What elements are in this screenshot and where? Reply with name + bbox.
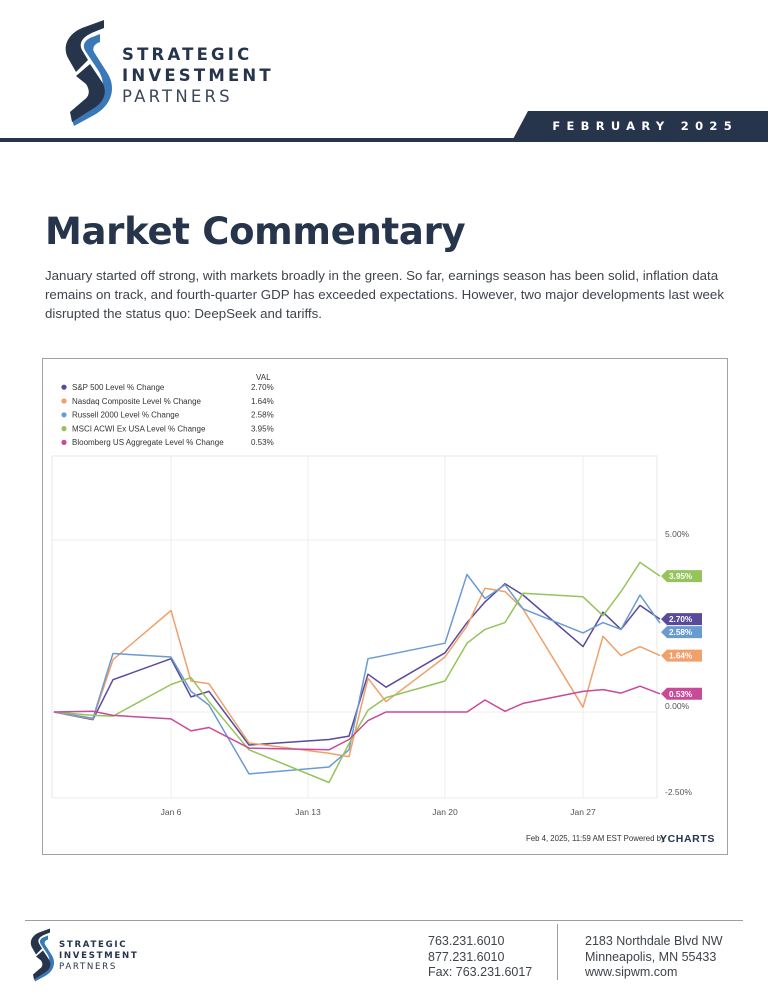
chart-footnote: Feb 4, 2025, 11:59 AM EST Powered by — [526, 834, 665, 843]
x-tick-label: Jan 13 — [295, 807, 321, 817]
header-rule — [0, 138, 768, 142]
legend-entry-name: MSCI ACWI Ex USA Level % Change — [72, 424, 206, 433]
legend-entry-value: 0.53% — [251, 438, 274, 447]
footer-s-mark-icon — [30, 928, 54, 982]
footer-brand-line-2: INVESTMENT — [59, 951, 139, 961]
market-chart-svg: Jan 6 Jan 13 Jan 20 Jan 27 5.00% 0.00% -2.50% 3… — [51, 373, 715, 845]
footer-brand-line-1: STRATEGIC — [59, 940, 128, 950]
legend-entry-name: S&P 500 Level % Change — [72, 383, 165, 392]
footer-phone-main: 763.231.6010 — [428, 934, 505, 948]
footer-logo: STRATEGIC INVESTMENT PARTNERS — [28, 927, 148, 983]
legend-swatch — [61, 384, 67, 390]
legend-header: VAL — [256, 373, 271, 382]
series-end-tag — [661, 649, 702, 662]
footer-phone-tollfree: 877.231.6010 — [428, 949, 505, 964]
page-title: Market Commentary — [45, 210, 466, 253]
legend-entry-value: 1.64% — [251, 397, 274, 406]
series-end-value: 1.64% — [669, 652, 693, 661]
series-end-tag — [661, 613, 702, 626]
footer-address: 2183 Northdale Blvd NW Minneapolis, MN 5… — [585, 934, 723, 981]
brand-name-line-2: INVESTMENT — [122, 66, 274, 85]
series-line — [53, 561, 661, 784]
legend-swatch — [61, 426, 67, 432]
series-end-tag — [661, 626, 702, 639]
footer-rule — [25, 920, 743, 921]
series-end-value: 0.53% — [669, 690, 693, 699]
legend-entry-name: Nasdaq Composite Level % Change — [72, 397, 202, 406]
series-end-tag — [661, 570, 702, 583]
legend-swatch — [61, 398, 67, 404]
series-end-value: 2.70% — [669, 615, 693, 624]
plot-area — [51, 455, 658, 799]
chart-source-logo: YCHARTS — [660, 833, 715, 845]
market-chart: Jan 6 Jan 13 Jan 20 Jan 27 5.00% 0.00% -2.50% 3… — [42, 358, 728, 855]
series-line — [53, 685, 661, 751]
series-line — [53, 587, 661, 758]
series-line — [53, 573, 661, 775]
brand-name-line-3: PARTNERS — [122, 87, 233, 106]
brand-logo: STRATEGIC INVESTMENT PARTNERS — [60, 18, 280, 128]
x-tick-label: Jan 6 — [161, 807, 182, 817]
brand-s-mark-icon — [65, 20, 112, 126]
header-date-tab — [512, 111, 768, 141]
legend-entry-value: 3.95% — [251, 424, 274, 433]
footer-website-link[interactable]: www.sipwm.com — [585, 965, 678, 979]
legend-entry-value: 2.58% — [251, 411, 274, 420]
y-tick-label: -2.50% — [665, 787, 692, 797]
brand-name-line-1: STRATEGIC — [122, 45, 253, 64]
footer-brand-line-3: PARTNERS — [59, 962, 117, 972]
x-tick-label: Jan 20 — [432, 807, 458, 817]
intro-paragraph: January started off strong, with markets… — [45, 268, 724, 321]
footer-street: 2183 Northdale Blvd NW — [585, 934, 723, 948]
series-end-value: 2.58% — [669, 628, 693, 637]
footer-fax: Fax: 763.231.6017 — [428, 965, 533, 979]
footer-divider — [557, 924, 558, 980]
legend-entry-value: 2.70% — [251, 383, 274, 392]
series-end-tag — [661, 687, 702, 700]
legend-entry-name: Russell 2000 Level % Change — [72, 411, 180, 420]
footer-city: Minneapolis, MN 55433 — [585, 949, 717, 964]
series-line — [53, 582, 661, 746]
y-tick-label: 5.00% — [665, 529, 690, 539]
y-tick-label: 0.00% — [665, 701, 690, 711]
series-end-value: 3.95% — [669, 572, 693, 581]
legend-swatch — [61, 412, 67, 418]
header-date: FEBRUARY 2025 — [552, 119, 738, 133]
footer-contact-phones: 763.231.6010 877.231.6010 Fax: 763.231.6… — [428, 934, 532, 981]
legend-entry-name: Bloomberg US Aggregate Level % Change — [72, 438, 224, 447]
legend-swatch — [61, 439, 67, 445]
x-tick-label: Jan 27 — [570, 807, 596, 817]
